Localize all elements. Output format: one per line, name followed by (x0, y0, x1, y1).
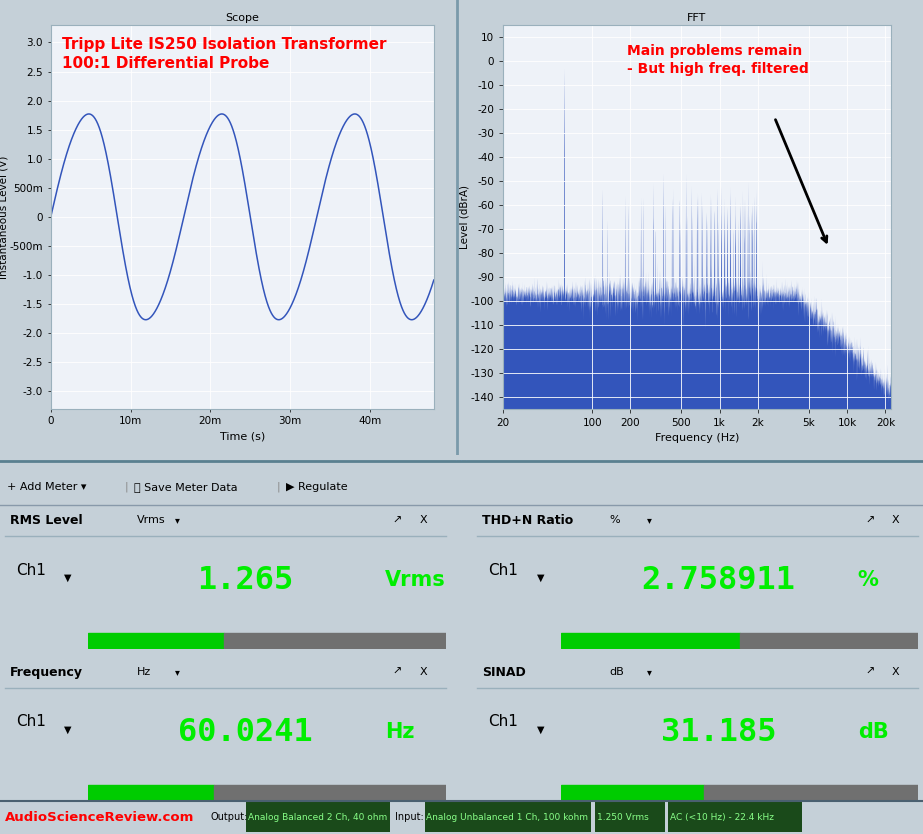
Text: ▾: ▾ (174, 667, 179, 677)
Text: ▼: ▼ (537, 725, 545, 735)
Text: X: X (892, 667, 900, 677)
Bar (89, 633, 224, 648)
Text: AC (<10 Hz) - 22.4 kHz: AC (<10 Hz) - 22.4 kHz (670, 813, 774, 821)
Title: FFT: FFT (688, 13, 706, 23)
Text: %: % (609, 515, 620, 525)
Text: Vrms: Vrms (385, 570, 446, 590)
Text: X: X (892, 515, 900, 525)
Text: ▾: ▾ (647, 667, 652, 677)
Text: Hz: Hz (137, 667, 151, 677)
Text: + Add Meter ▾: + Add Meter ▾ (7, 482, 87, 492)
Text: Vrms: Vrms (137, 515, 165, 525)
Text: Main problems remain
- But high freq. filtered: Main problems remain - But high freq. fi… (627, 44, 809, 76)
Text: |: | (125, 482, 128, 492)
Text: ▼: ▼ (537, 573, 545, 583)
Bar (739, 633, 918, 648)
Text: ↗: ↗ (866, 667, 875, 677)
Text: Frequency: Frequency (10, 666, 83, 679)
Text: Analog Balanced 2 Ch, 40 ohm: Analog Balanced 2 Ch, 40 ohm (248, 813, 388, 821)
Bar (224, 633, 446, 648)
Text: dB: dB (609, 667, 624, 677)
Text: 31.185: 31.185 (661, 716, 776, 747)
Bar (89, 785, 213, 800)
Text: RMS Level: RMS Level (10, 514, 82, 527)
Text: 💾 Save Meter Data: 💾 Save Meter Data (134, 482, 237, 492)
Text: ↗: ↗ (393, 667, 402, 677)
Title: Scope: Scope (225, 13, 259, 23)
Bar (561, 785, 704, 800)
Text: dB: dB (857, 722, 888, 742)
Text: |: | (277, 482, 281, 492)
Text: · · ·: · · · (455, 457, 468, 466)
Y-axis label: Level (dBrA): Level (dBrA) (459, 185, 469, 249)
Text: %: % (857, 570, 879, 590)
Text: 1.265: 1.265 (198, 565, 294, 596)
Text: 60.0241: 60.0241 (178, 716, 313, 747)
Bar (561, 633, 739, 648)
Bar (213, 785, 446, 800)
Text: Ch1: Ch1 (16, 714, 45, 729)
Text: ▶ Regulate: ▶ Regulate (286, 482, 348, 492)
Text: Analog Unbalanced 1 Ch, 100 kohm: Analog Unbalanced 1 Ch, 100 kohm (426, 813, 589, 821)
Text: THD+N Ratio: THD+N Ratio (483, 514, 574, 527)
Text: ▼: ▼ (65, 573, 72, 583)
Text: ▼: ▼ (65, 725, 72, 735)
X-axis label: Frequency (Hz): Frequency (Hz) (654, 433, 739, 443)
Bar (704, 785, 918, 800)
Text: X: X (419, 667, 427, 677)
Text: 1.250 Vrms: 1.250 Vrms (597, 813, 649, 821)
Text: Hz: Hz (385, 722, 414, 742)
Text: 2.758911: 2.758911 (641, 565, 796, 596)
Text: ▾: ▾ (174, 515, 179, 525)
X-axis label: Time (s): Time (s) (220, 432, 265, 442)
Text: Ch1: Ch1 (488, 714, 518, 729)
Text: Ch1: Ch1 (16, 563, 45, 578)
Text: X: X (419, 515, 427, 525)
Text: ↗: ↗ (866, 515, 875, 525)
Text: Tripp Lite IS250 Isolation Transformer
100:1 Differential Probe: Tripp Lite IS250 Isolation Transformer 1… (62, 37, 387, 72)
Text: AudioScienceReview.com: AudioScienceReview.com (5, 811, 194, 824)
Bar (595, 802, 665, 832)
Text: ▾: ▾ (647, 515, 652, 525)
Text: SINAD: SINAD (483, 666, 526, 679)
Text: Output:: Output: (210, 812, 247, 822)
Y-axis label: Instantaneous Level (V): Instantaneous Level (V) (0, 155, 8, 279)
Text: ↗: ↗ (393, 515, 402, 525)
Text: Ch1: Ch1 (488, 563, 518, 578)
Text: Input:: Input: (395, 812, 424, 822)
